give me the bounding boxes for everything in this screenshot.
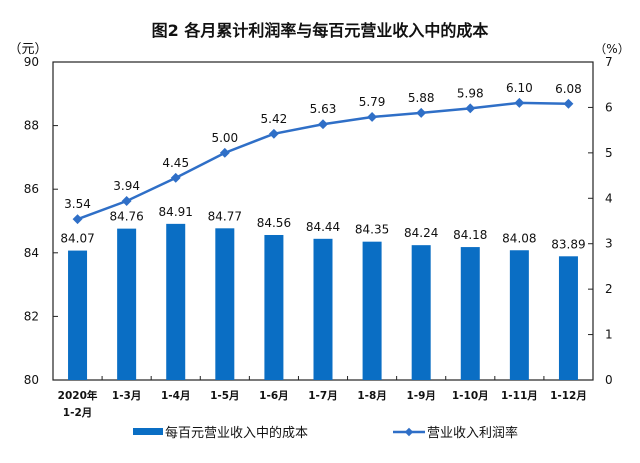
right-tick-label: 4	[605, 191, 613, 205]
line-point	[268, 128, 279, 139]
legend-bar-label: 每百元营业收入中的成本	[165, 425, 308, 441]
bar	[460, 247, 480, 380]
left-tick-label: 82	[24, 309, 39, 323]
x-tick-label: 1-4月	[161, 390, 190, 402]
x-tick-label: 1-10月	[452, 390, 489, 402]
left-tick-label: 80	[24, 373, 39, 387]
line-point	[219, 147, 230, 158]
right-tick-label: 5	[605, 146, 613, 160]
line-data-label: 5.42	[261, 112, 288, 126]
line-point	[514, 97, 525, 108]
bar-data-label: 84.08	[502, 231, 536, 245]
legend-line-marker	[404, 427, 414, 437]
bar-data-label: 84.44	[306, 220, 340, 234]
legend: 每百元营业收入中的成本 营业收入利润率	[133, 425, 518, 441]
bar	[362, 241, 382, 380]
bar	[509, 250, 529, 380]
line-point	[367, 112, 378, 122]
right-tick-label: 1	[605, 328, 613, 342]
line-data-label: 5.63	[310, 102, 337, 116]
right-tick-label: 7	[605, 55, 613, 69]
right-tick-label: 0	[605, 373, 613, 387]
bar	[215, 228, 235, 380]
line-point	[72, 214, 83, 225]
left-tick-label: 88	[24, 119, 39, 133]
right-tick-label: 2	[605, 282, 613, 296]
bar-data-label: 84.91	[159, 205, 193, 219]
line-point	[416, 107, 427, 118]
legend-line-label: 营业收入利润率	[427, 425, 518, 441]
bar	[264, 234, 284, 380]
right-axis-unit: （%）	[594, 42, 629, 56]
x-tick-label: 1-5月	[210, 390, 239, 402]
x-tick-label: 1-12月	[550, 390, 587, 402]
left-axis-unit: （元）	[8, 42, 47, 57]
legend-bar-swatch	[133, 428, 163, 435]
right-tick-label: 6	[605, 100, 613, 114]
x-tick-label: 1-9月	[406, 390, 435, 402]
bar-data-label: 84.77	[208, 209, 242, 223]
bar	[117, 228, 137, 380]
line-data-label: 6.08	[555, 82, 582, 96]
left-tick-label: 86	[24, 182, 39, 196]
bar-data-label: 84.56	[257, 216, 291, 230]
line-point	[465, 103, 476, 114]
bar	[313, 238, 333, 380]
line-data-label: 5.98	[457, 86, 484, 100]
bar	[68, 250, 88, 380]
line-data-label: 5.88	[408, 91, 435, 105]
bar-data-label: 84.24	[404, 226, 438, 240]
chart-title: 图2 各月累计利润率与每百元营业收入中的成本	[152, 21, 489, 40]
line-point	[563, 98, 574, 109]
bar	[411, 245, 431, 380]
x-tick-label: 1-6月	[259, 390, 288, 402]
x-tick-label: 2020年	[58, 389, 98, 402]
line-data-label: 5.00	[211, 131, 238, 145]
x-tick-label: 1-7月	[308, 390, 337, 402]
line-point	[318, 119, 328, 130]
bar-data-label: 84.76	[109, 210, 143, 224]
line-point	[121, 196, 132, 206]
line-data-label: 5.79	[359, 95, 386, 109]
bar-data-label: 84.07	[60, 232, 94, 246]
line-data-label: 3.54	[64, 197, 91, 211]
line-data-label: 4.45	[162, 156, 189, 170]
x-tick-label: 1-3月	[112, 390, 141, 402]
line-data-label: 3.94	[113, 179, 140, 193]
bar	[166, 223, 186, 380]
left-tick-label: 84	[24, 246, 39, 260]
line-data-label: 6.10	[506, 81, 533, 95]
left-tick-label: 90	[24, 55, 39, 69]
x-tick-label: 1-8月	[357, 390, 386, 402]
bar-data-label: 84.18	[453, 228, 487, 242]
bar-data-label: 84.35	[355, 223, 389, 237]
bar	[558, 256, 578, 380]
bar-data-label: 83.89	[551, 237, 585, 251]
x-tick-label: 1-11月	[501, 390, 538, 402]
line-point	[170, 172, 181, 183]
right-tick-label: 3	[605, 237, 613, 251]
x-tick-label: 1-2月	[63, 407, 92, 419]
